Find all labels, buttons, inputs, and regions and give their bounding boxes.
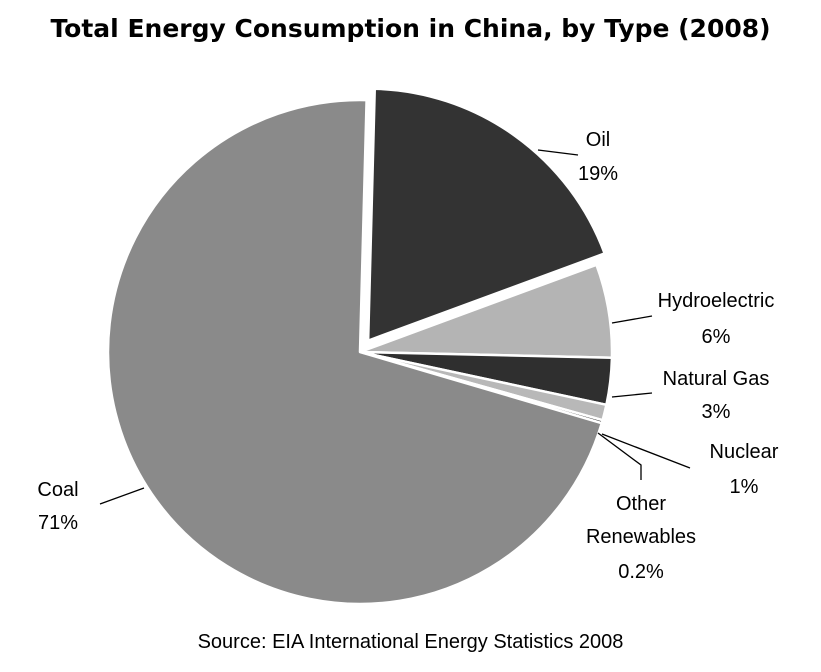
slice-category-label-other-renewables: Renewables xyxy=(586,526,696,548)
slice-category-label-hydroelectric: Hydroelectric xyxy=(658,290,775,312)
slice-category-label-coal: Coal xyxy=(37,479,78,501)
leader-line-hydroelectric xyxy=(611,315,653,324)
slice-value-label-coal: 71% xyxy=(38,512,78,534)
leader-line-other-renewables xyxy=(597,432,642,480)
leader-line-natural-gas xyxy=(611,392,653,398)
slice-category-label-natural-gas: Natural Gas xyxy=(663,368,770,390)
slice-category-label-other-renewables: Other xyxy=(616,493,666,515)
leader-line-nuclear xyxy=(601,433,691,469)
slice-value-label-hydroelectric: 6% xyxy=(702,326,731,348)
chart-title: Total Energy Consumption in China, by Ty… xyxy=(50,14,771,43)
slice-value-label-nuclear: 1% xyxy=(730,476,759,498)
slice-category-label-nuclear: Nuclear xyxy=(710,441,779,463)
pie-slice-oil xyxy=(366,87,606,342)
source-note: Source: EIA International Energy Statist… xyxy=(197,631,624,653)
pie-slice-coal xyxy=(106,98,603,606)
leader-line-coal xyxy=(99,487,145,505)
slice-value-label-other-renewables: 0.2% xyxy=(618,561,664,583)
leader-line-oil xyxy=(537,149,579,156)
slice-value-label-natural-gas: 3% xyxy=(702,401,731,423)
slice-value-label-oil: 19% xyxy=(578,163,618,185)
slice-category-label-oil: Oil xyxy=(586,129,610,151)
